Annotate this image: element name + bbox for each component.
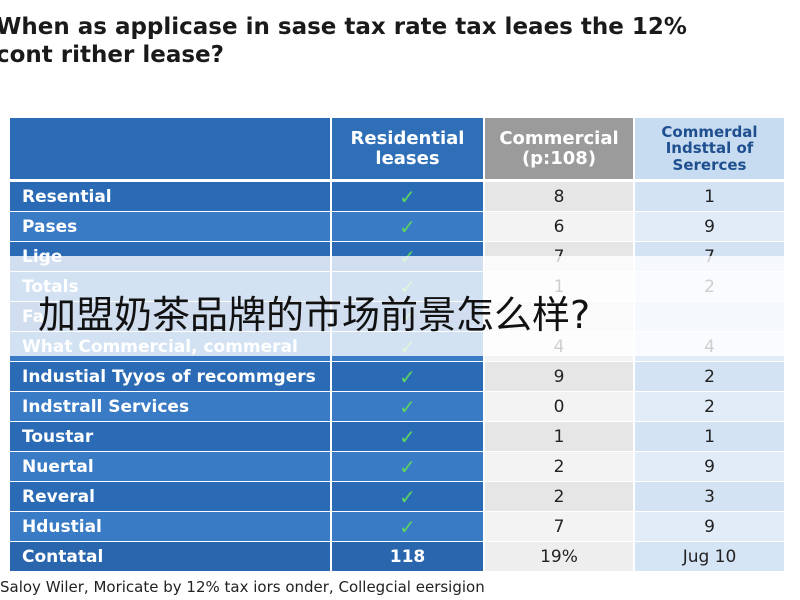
header-text: leases <box>375 147 440 169</box>
table-cell: 1 <box>485 422 635 452</box>
table-cell: ✓ <box>332 512 485 542</box>
table-cell: 118 <box>332 542 485 572</box>
header-text: Residential <box>350 127 465 149</box>
table-cell: Contatal <box>10 542 332 572</box>
table-cell: ✓ <box>332 392 485 422</box>
table-cell: Jug 10 <box>635 542 786 572</box>
table-cell: ✓ <box>332 482 485 512</box>
title-line: cont rither lease? <box>0 42 224 68</box>
table-cell: 3 <box>635 482 786 512</box>
table-cell: Pases <box>10 212 332 242</box>
table-cell: Reveral <box>10 482 332 512</box>
banner-text: 加盟奶茶品牌的市场前景怎么样? <box>38 293 591 337</box>
header-text: (p:108) <box>521 147 597 169</box>
header-text: Commerdal <box>661 122 758 141</box>
table-cell: Hdustial <box>10 512 332 542</box>
table-cell: Nuertal <box>10 452 332 482</box>
table-cell: 2 <box>485 482 635 512</box>
table-cell: ✓ <box>332 452 485 482</box>
table-cell: ✓ <box>332 362 485 392</box>
table-cell: 2 <box>635 362 786 392</box>
table-cell: Toustar <box>10 422 332 452</box>
header-text: Indsttal of <box>665 139 754 158</box>
header-cell: Commercial (p:108) <box>485 118 635 180</box>
header-cell: Commerdal Indsttal of Sererces <box>635 118 786 180</box>
table-cell: 19% <box>485 542 635 572</box>
table-cell: 8 <box>485 182 635 212</box>
table-cell: 0 <box>485 392 635 422</box>
overlay-banner: 加盟奶茶品牌的市场前景怎么样? <box>0 256 800 356</box>
table-cell: ✓ <box>332 212 485 242</box>
header-text: Commercial <box>499 127 619 149</box>
table-cell: 2 <box>635 392 786 422</box>
table-cell: 9 <box>635 512 786 542</box>
table-cell: ✓ <box>332 422 485 452</box>
table-cell: 2 <box>485 452 635 482</box>
table-cell: ✓ <box>332 182 485 212</box>
table-cell: 1 <box>635 422 786 452</box>
table-cell: 9 <box>635 212 786 242</box>
table-cell: Industial Tyyos of recommgers <box>10 362 332 392</box>
table-cell: 6 <box>485 212 635 242</box>
table-cell: 9 <box>635 452 786 482</box>
table-cell: 1 <box>635 182 786 212</box>
table-cell: 9 <box>485 362 635 392</box>
caption: Saloy Wiler, Moricate by 12% tax iors on… <box>0 578 485 596</box>
table-cell: Indstrall Services <box>10 392 332 422</box>
title-line: When as applicase in sase tax rate tax l… <box>0 14 687 40</box>
table-cell: 7 <box>485 512 635 542</box>
header-text: Sererces <box>672 155 747 174</box>
header-cell: Residential leases <box>332 118 485 180</box>
header-cell <box>10 118 332 180</box>
table-cell: Resential <box>10 182 332 212</box>
